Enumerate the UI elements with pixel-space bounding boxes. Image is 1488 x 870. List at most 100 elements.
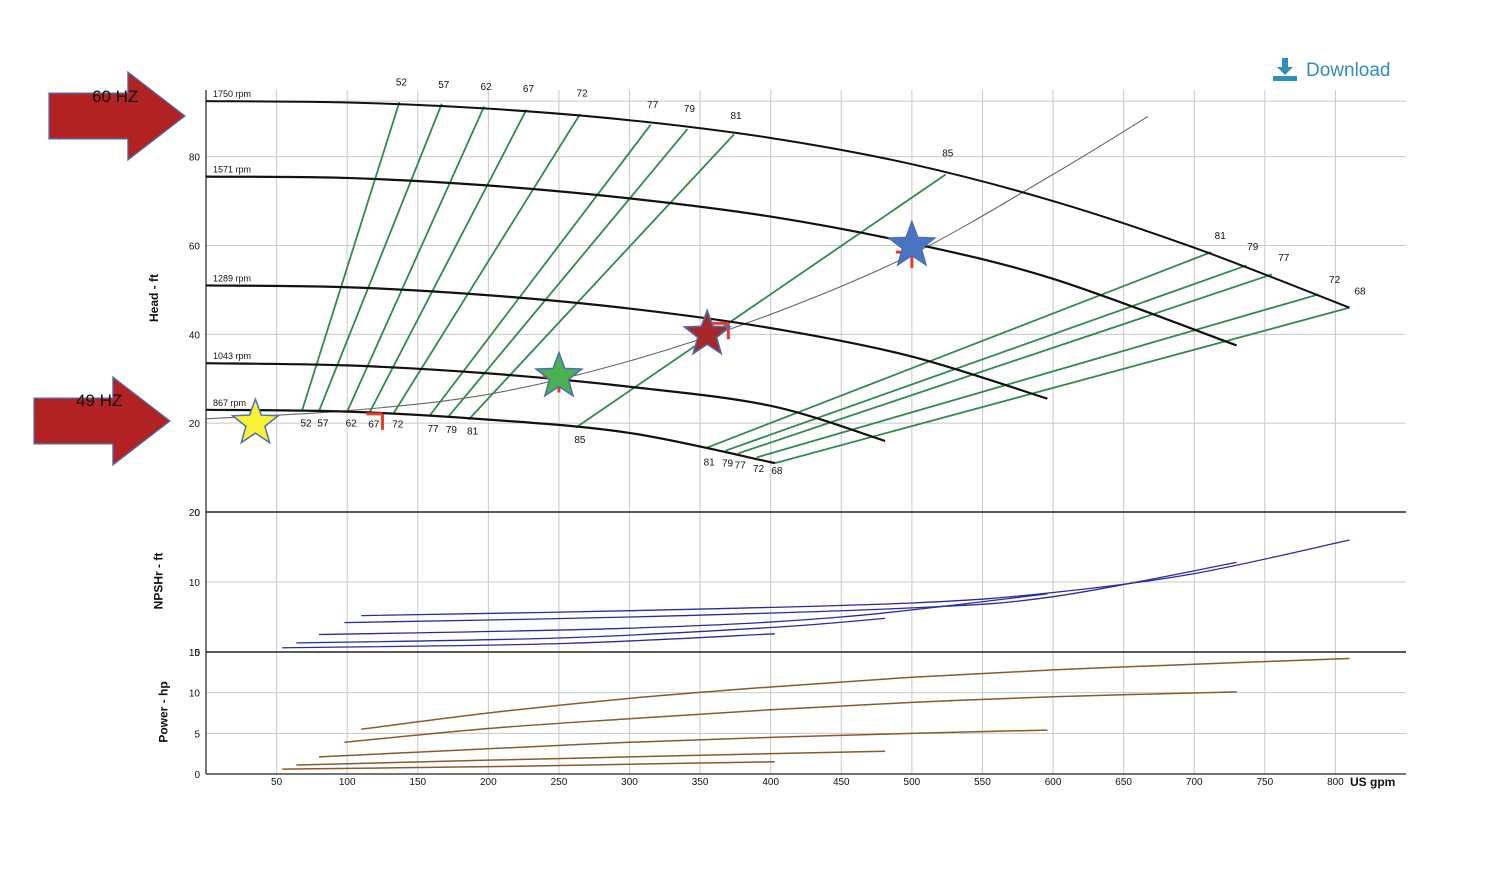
efficiency-label-right: 79 (1247, 242, 1259, 253)
power-y-tick-label: 10 (189, 689, 201, 700)
efficiency-label-bottom-right: 77 (735, 460, 747, 471)
npshr-axis-title: NPSHr - ft (151, 552, 166, 610)
x-tick-label: 450 (833, 777, 850, 788)
rpm-label: 1750 rpm (213, 89, 251, 99)
npshr-y-tick-label: 0 (194, 648, 200, 659)
rpm-label: 1289 rpm (213, 273, 251, 283)
rpm-label: 1571 rpm (213, 165, 251, 175)
rpm-label: 1043 rpm (213, 351, 251, 361)
efficiency-label-right: 72 (1329, 275, 1341, 286)
efficiency-label-bottom-right: 72 (753, 464, 765, 475)
power-y-tick-label: 5 (194, 729, 200, 740)
efficiency-label-bottom: 81 (467, 426, 479, 437)
npshr-curve (296, 617, 886, 644)
x-tick-label: 750 (1256, 777, 1273, 788)
x-tick-label: 250 (551, 777, 568, 788)
speed-curve (205, 284, 1048, 400)
efficiency-line-77 (737, 273, 1273, 455)
efficiency-label-top: 52 (396, 78, 408, 89)
npshr-curve (361, 539, 1350, 617)
efficiency-label-bottom: 85 (574, 435, 586, 446)
efficiency-label-bottom-right: 79 (722, 459, 734, 470)
efficiency-line-62 (346, 106, 485, 412)
efficiency-label-bottom: 79 (446, 425, 458, 436)
efficiency-label-bottom: 57 (317, 419, 329, 430)
yellow-star (230, 396, 281, 445)
arrow-label-60hz: 60 HZ (92, 87, 139, 106)
efficiency-label-top: 77 (647, 100, 659, 111)
head-y-tick-label: 20 (189, 419, 201, 430)
npshr-curve (318, 593, 1048, 636)
efficiency-line-77 (428, 124, 652, 418)
x-tick-label: 50 (271, 777, 283, 788)
speed-curve (205, 175, 1237, 347)
rpm-label: 867 rpm (213, 398, 246, 408)
head-axis-title: Head - ft (147, 274, 161, 322)
efficiency-line-79 (446, 128, 689, 419)
head-y-tick-label: 80 (189, 153, 201, 164)
efficiency-line-52 (301, 101, 401, 411)
x-tick-label: 300 (621, 777, 638, 788)
power-curve (296, 750, 886, 766)
efficiency-label-bottom: 77 (427, 424, 439, 435)
efficiency-label-bottom-right: 68 (771, 466, 783, 477)
efficiency-line-79 (725, 264, 1247, 452)
power-curve (361, 657, 1350, 731)
efficiency-label-bottom: 52 (300, 418, 312, 429)
head-y-tick-label: 0 (194, 508, 200, 519)
x-tick-label: 400 (762, 777, 779, 788)
efficiency-label-top: 67 (523, 84, 535, 95)
efficiency-label-top: 85 (942, 149, 954, 160)
efficiency-line-57 (318, 103, 443, 412)
efficiency-label-bottom-right: 81 (704, 457, 716, 468)
head-y-tick-label: 40 (189, 330, 201, 341)
power-axis-title: Power - hp (156, 681, 171, 743)
x-tick-label: 600 (1045, 777, 1062, 788)
x-axis-title: US gpm (1350, 775, 1396, 789)
efficiency-label-top: 81 (730, 111, 742, 122)
npshr-y-tick-label: 10 (189, 578, 201, 589)
efficiency-label-bottom: 72 (392, 420, 404, 431)
efficiency-line-67 (368, 109, 528, 413)
x-tick-label: 650 (1115, 777, 1132, 788)
x-tick-label: 550 (974, 777, 991, 788)
x-tick-label: 800 (1327, 777, 1344, 788)
x-tick-label: 700 (1186, 777, 1203, 788)
efficiency-label-top: 62 (481, 82, 493, 93)
efficiency-label-top: 79 (684, 104, 696, 115)
download-button[interactable]: Download (1272, 57, 1391, 85)
speed-curve (205, 100, 1350, 309)
head-y-tick-label: 60 (189, 241, 201, 252)
arrow-label-49hz: 49 HZ (76, 391, 123, 410)
red-star (682, 308, 733, 356)
power-curve (282, 761, 775, 770)
x-tick-label: 350 (692, 777, 709, 788)
npshr-y-tick-label: 20 (189, 508, 201, 519)
efficiency-line-81 (467, 133, 735, 421)
npshr-curve (282, 633, 775, 649)
efficiency-label-top: 72 (577, 89, 589, 100)
x-tick-label: 150 (409, 777, 426, 788)
efficiency-label-top: 57 (438, 80, 450, 91)
x-tick-label: 100 (339, 777, 356, 788)
download-icon (1272, 56, 1298, 87)
efficiency-line-72 (393, 113, 581, 414)
efficiency-label-right: 77 (1278, 253, 1290, 264)
blue-star (886, 219, 937, 267)
x-tick-label: 500 (904, 777, 921, 788)
green-star (534, 350, 584, 398)
efficiency-line-81 (706, 251, 1212, 449)
npshr-curve (344, 561, 1237, 624)
x-tick-label: 200 (480, 777, 497, 788)
efficiency-label-bottom: 62 (346, 419, 358, 430)
efficiency-label-right: 81 (1215, 231, 1227, 242)
power-curve (344, 691, 1237, 744)
power-curve (318, 729, 1048, 758)
efficiency-line-85 (575, 173, 947, 429)
power-y-tick-label: 15 (189, 648, 201, 659)
power-y-tick-label: 0 (194, 770, 200, 781)
speed-curve (205, 408, 776, 465)
download-label: Download (1306, 60, 1391, 81)
efficiency-label-bottom: 67 (368, 420, 380, 431)
